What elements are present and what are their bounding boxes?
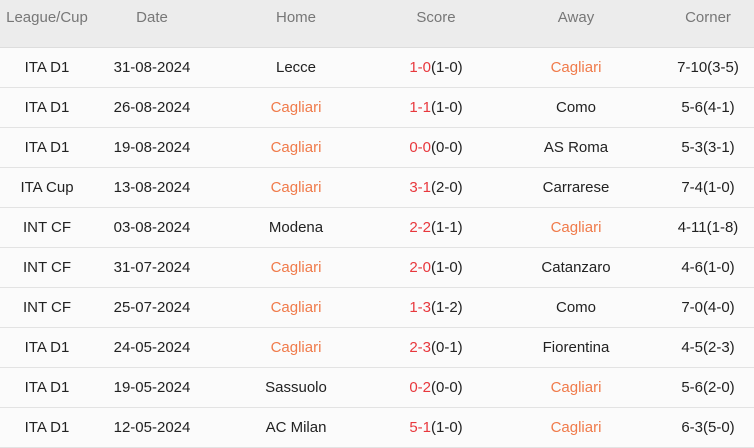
- corner-cell: 4-11(1-8): [677, 219, 739, 236]
- table-row[interactable]: ITA D1 19-08-2024 Cagliari 0-0(0-0) AS Roma 5…: [0, 128, 754, 168]
- half-time-score: (1-0): [431, 59, 463, 76]
- score-cell: 2-0(1-0): [382, 248, 490, 287]
- date-cell: 24-05-2024: [113, 339, 191, 356]
- date-cell: 19-05-2024: [113, 379, 191, 396]
- date-cell: 25-07-2024: [113, 299, 191, 316]
- home-team[interactable]: Cagliari: [270, 339, 322, 356]
- league-cell: INT CF: [22, 299, 72, 316]
- table-body: ITA D1 31-08-2024 Lecce 1-0(1-0) Cagliari 7-1…: [0, 48, 754, 448]
- score-cell: 5-1(1-0): [382, 408, 490, 447]
- half-time-score: (1-0): [431, 419, 463, 436]
- home-team[interactable]: Lecce: [275, 59, 317, 76]
- half-time-score: (0-0): [431, 139, 463, 156]
- score-cell: 0-2(0-0): [382, 368, 490, 407]
- date-cell: 12-05-2024: [113, 419, 191, 436]
- league-cell: ITA D1: [24, 379, 70, 396]
- full-time-score: 2-2: [409, 219, 431, 236]
- home-team[interactable]: Cagliari: [270, 259, 322, 276]
- date-cell: 03-08-2024: [113, 219, 191, 236]
- half-time-score: (0-1): [431, 339, 463, 356]
- table-row[interactable]: ITA D1 12-05-2024 AC Milan 5-1(1-0) Cagliari…: [0, 408, 754, 448]
- date-cell: 13-08-2024: [113, 179, 191, 196]
- corner-cell: 5-3(3-1): [681, 139, 735, 156]
- league-cell: ITA D1: [24, 139, 70, 156]
- full-time-score: 0-0: [409, 139, 431, 156]
- header-corner: Corner: [685, 9, 731, 26]
- half-time-score: (1-1): [431, 219, 463, 236]
- half-time-score: (2-0): [431, 179, 463, 196]
- corner-cell: 4-5(2-3): [681, 339, 735, 356]
- away-team[interactable]: AS Roma: [543, 139, 609, 156]
- corner-cell: 7-4(1-0): [681, 179, 735, 196]
- home-team[interactable]: Modena: [268, 219, 324, 236]
- corner-cell: 7-10(3-5): [677, 59, 739, 76]
- half-time-score: (0-0): [431, 379, 463, 396]
- score-cell: 3-1(2-0): [382, 168, 490, 207]
- corner-cell: 4-6(1-0): [681, 259, 735, 276]
- corner-cell: 7-0(4-0): [681, 299, 735, 316]
- score-cell: 1-0(1-0): [382, 48, 490, 87]
- table-row[interactable]: ITA D1 19-05-2024 Sassuolo 0-2(0-0) Cagliari…: [0, 368, 754, 408]
- table-header: League/Cup Date Home Score Away Corner: [0, 0, 754, 48]
- header-home: Home: [275, 9, 316, 26]
- half-time-score: (1-2): [431, 299, 463, 316]
- table-row[interactable]: ITA D1 24-05-2024 Cagliari 2-3(0-1) Fiorenti…: [0, 328, 754, 368]
- league-cell: INT CF: [22, 259, 72, 276]
- score-cell: 1-1(1-0): [382, 88, 490, 127]
- date-cell: 19-08-2024: [113, 139, 191, 156]
- away-team[interactable]: Catanzaro: [541, 259, 611, 276]
- header-league: League/Cup: [6, 9, 88, 26]
- away-team[interactable]: Como: [555, 299, 596, 316]
- away-team[interactable]: Como: [555, 99, 596, 116]
- table-row[interactable]: INT CF 03-08-2024 Modena 2-2(1-1) Cagliari 4-…: [0, 208, 754, 248]
- full-time-score: 3-1: [409, 179, 431, 196]
- away-team[interactable]: Carrarese: [542, 179, 610, 196]
- score-cell: 2-3(0-1): [382, 328, 490, 367]
- league-cell: INT CF: [22, 219, 72, 236]
- full-time-score: 2-3: [409, 339, 431, 356]
- away-team[interactable]: Cagliari: [550, 59, 602, 76]
- header-away: Away: [557, 9, 595, 26]
- home-team[interactable]: Sassuolo: [265, 379, 327, 396]
- header-date: Date: [136, 9, 168, 26]
- full-time-score: 1-1: [409, 99, 431, 116]
- full-time-score: 1-3: [409, 299, 431, 316]
- date-cell: 31-07-2024: [113, 259, 191, 276]
- full-time-score: 2-0: [409, 259, 431, 276]
- home-team[interactable]: Cagliari: [270, 99, 322, 116]
- corner-cell: 5-6(4-1): [681, 99, 735, 116]
- score-cell: 1-3(1-2): [382, 288, 490, 327]
- half-time-score: (1-0): [431, 99, 463, 116]
- table-row[interactable]: INT CF 25-07-2024 Cagliari 1-3(1-2) Como 7-0(…: [0, 288, 754, 328]
- header-score: Score: [416, 9, 456, 26]
- half-time-score: (1-0): [431, 259, 463, 276]
- home-team[interactable]: AC Milan: [265, 419, 327, 436]
- date-cell: 31-08-2024: [113, 59, 191, 76]
- league-cell: ITA D1: [24, 99, 70, 116]
- home-team[interactable]: Cagliari: [270, 299, 322, 316]
- home-team[interactable]: Cagliari: [270, 139, 322, 156]
- league-cell: ITA Cup: [20, 179, 74, 196]
- away-team[interactable]: Cagliari: [550, 379, 602, 396]
- table-row[interactable]: ITA Cup 13-08-2024 Cagliari 3-1(2-0) Carrare…: [0, 168, 754, 208]
- full-time-score: 1-0: [409, 59, 431, 76]
- table-row[interactable]: INT CF 31-07-2024 Cagliari 2-0(1-0) Catanzar…: [0, 248, 754, 288]
- date-cell: 26-08-2024: [113, 99, 191, 116]
- league-cell: ITA D1: [24, 59, 70, 76]
- home-team[interactable]: Cagliari: [270, 179, 322, 196]
- corner-cell: 5-6(2-0): [681, 379, 735, 396]
- corner-cell: 6-3(5-0): [681, 419, 735, 436]
- away-team[interactable]: Cagliari: [550, 219, 602, 236]
- league-cell: ITA D1: [24, 339, 70, 356]
- away-team[interactable]: Fiorentina: [542, 339, 610, 356]
- score-cell: 2-2(1-1): [382, 208, 490, 247]
- full-time-score: 0-2: [409, 379, 431, 396]
- table-row[interactable]: ITA D1 31-08-2024 Lecce 1-0(1-0) Cagliari 7-1…: [0, 48, 754, 88]
- score-cell: 0-0(0-0): [382, 128, 490, 167]
- full-time-score: 5-1: [409, 419, 431, 436]
- away-team[interactable]: Cagliari: [550, 419, 602, 436]
- table-row[interactable]: ITA D1 26-08-2024 Cagliari 1-1(1-0) Como 5-6(…: [0, 88, 754, 128]
- league-cell: ITA D1: [24, 419, 70, 436]
